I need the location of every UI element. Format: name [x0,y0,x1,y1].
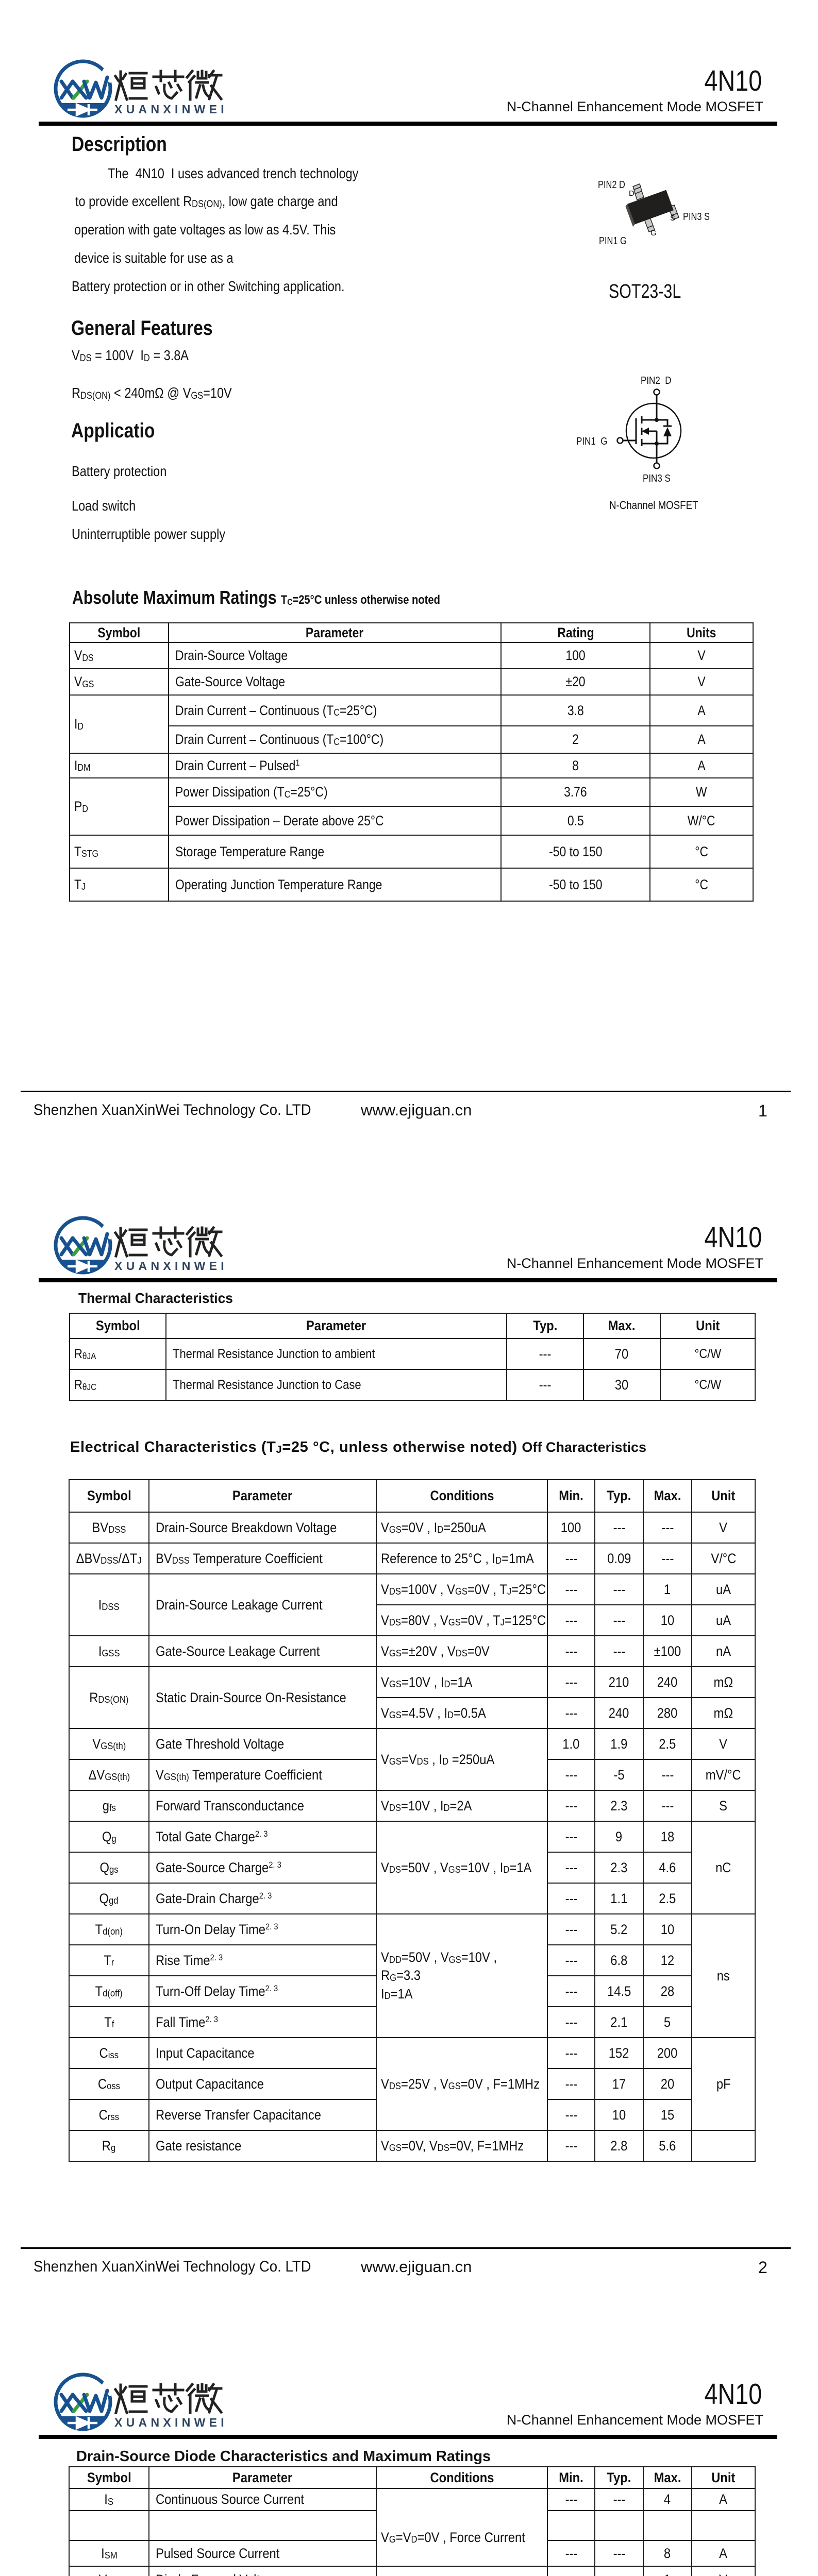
svg-text:G: G [650,229,657,238]
svg-text:S: S [670,214,675,223]
svg-text:D: D [629,189,635,198]
